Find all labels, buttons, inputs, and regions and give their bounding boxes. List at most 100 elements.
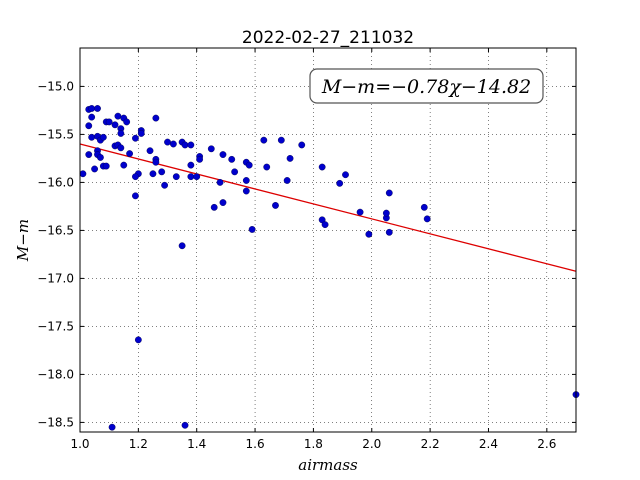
data-point — [365, 230, 373, 238]
x-tick-labels: 1.0 1.2 1.4 1.6 1.8 2.0 2.2 2.4 2.6 — [70, 437, 556, 451]
data-point — [169, 140, 177, 148]
data-point — [164, 138, 171, 146]
data-point — [385, 228, 393, 236]
data-point — [318, 163, 326, 171]
fit-line-group — [79, 143, 577, 272]
data-point — [231, 168, 239, 176]
y-tick-label: −15.0 — [37, 79, 74, 93]
data-point — [196, 155, 204, 163]
data-point — [245, 161, 253, 169]
y-tick-label: −17.0 — [37, 271, 74, 285]
data-point — [79, 170, 87, 178]
data-point — [111, 121, 119, 129]
data-point — [423, 215, 431, 223]
data-point — [336, 179, 344, 187]
data-point — [88, 105, 96, 112]
grid-lines — [79, 48, 576, 432]
data-points — [79, 105, 580, 431]
data-point — [210, 203, 218, 211]
data-point — [228, 155, 236, 163]
data-point — [219, 199, 227, 206]
plot-area — [80, 48, 576, 432]
data-point — [123, 118, 131, 126]
x-tick-label: 1.2 — [129, 437, 148, 451]
x-tick-label: 2.6 — [537, 437, 556, 451]
data-point — [99, 133, 107, 141]
y-tick-labels: −15.0 −15.5 −16.0 −16.5 −17.0 −17.5 −18.0 −18.5 — [37, 79, 74, 429]
data-point — [158, 168, 166, 176]
data-point — [132, 134, 139, 142]
annotation-box — [309, 68, 544, 104]
data-point — [172, 173, 180, 181]
data-point — [152, 158, 160, 166]
data-point — [286, 154, 294, 162]
data-point — [193, 173, 201, 181]
data-point — [298, 141, 306, 149]
data-point — [382, 209, 390, 217]
data-point — [263, 163, 271, 171]
data-point — [132, 173, 139, 181]
data-point — [85, 151, 93, 158]
data-point — [97, 154, 104, 161]
data-point — [126, 150, 134, 158]
data-point — [120, 161, 128, 169]
x-tick-label: 2.2 — [421, 437, 440, 451]
data-point — [146, 147, 154, 155]
y-axis-label: M−m — [14, 219, 32, 262]
data-point — [137, 130, 145, 137]
data-point — [88, 113, 96, 121]
data-point — [420, 203, 428, 211]
data-point — [149, 170, 157, 178]
data-point — [321, 221, 329, 229]
fit-annotation: M−m=−0.78χ−14.82 — [309, 68, 544, 104]
x-axis-label: airmass — [298, 456, 358, 474]
data-point — [108, 423, 116, 431]
data-point — [187, 173, 195, 181]
y-tick-label: −18.5 — [37, 415, 74, 429]
data-point — [283, 177, 291, 184]
data-point — [248, 226, 256, 233]
data-point — [242, 177, 250, 184]
data-point — [152, 114, 160, 122]
fit-line — [79, 143, 577, 272]
data-point — [117, 144, 125, 152]
data-point — [242, 187, 250, 195]
y-tick-label: −18.0 — [37, 367, 74, 381]
data-point — [117, 130, 125, 137]
data-point — [94, 105, 101, 112]
data-point — [161, 181, 169, 189]
x-tick-label: 2.4 — [479, 437, 498, 451]
chart-title: 2022-02-27_211032 — [242, 28, 414, 48]
x-tick-label: 1.8 — [304, 437, 323, 451]
data-point — [88, 133, 96, 141]
data-point — [385, 189, 393, 197]
data-point — [105, 118, 113, 126]
plot-frame — [79, 47, 577, 433]
x-tick-label: 1.4 — [187, 437, 206, 451]
data-point — [114, 112, 122, 120]
x-tick-label: 1.0 — [70, 437, 89, 451]
x-tick-label: 2.0 — [362, 437, 381, 451]
axis-ticks — [79, 48, 576, 432]
data-point — [181, 421, 189, 429]
data-point — [102, 162, 110, 170]
x-tick-label: 1.6 — [246, 437, 265, 451]
data-point — [219, 151, 227, 158]
y-tick-label: −15.5 — [37, 127, 74, 141]
data-point — [207, 145, 215, 153]
data-point — [277, 136, 285, 144]
data-point — [132, 192, 139, 200]
data-point — [260, 136, 268, 144]
y-tick-label: −16.5 — [37, 223, 74, 237]
data-point — [216, 178, 224, 186]
data-point — [181, 141, 189, 149]
data-point — [187, 141, 195, 149]
data-point — [356, 208, 364, 216]
data-point — [91, 165, 98, 173]
data-point — [178, 242, 186, 250]
data-point — [342, 171, 349, 179]
annotation-text: M−m=−0.78χ−14.82 — [321, 76, 531, 98]
y-tick-label: −16.0 — [37, 175, 74, 189]
data-point — [272, 202, 279, 209]
